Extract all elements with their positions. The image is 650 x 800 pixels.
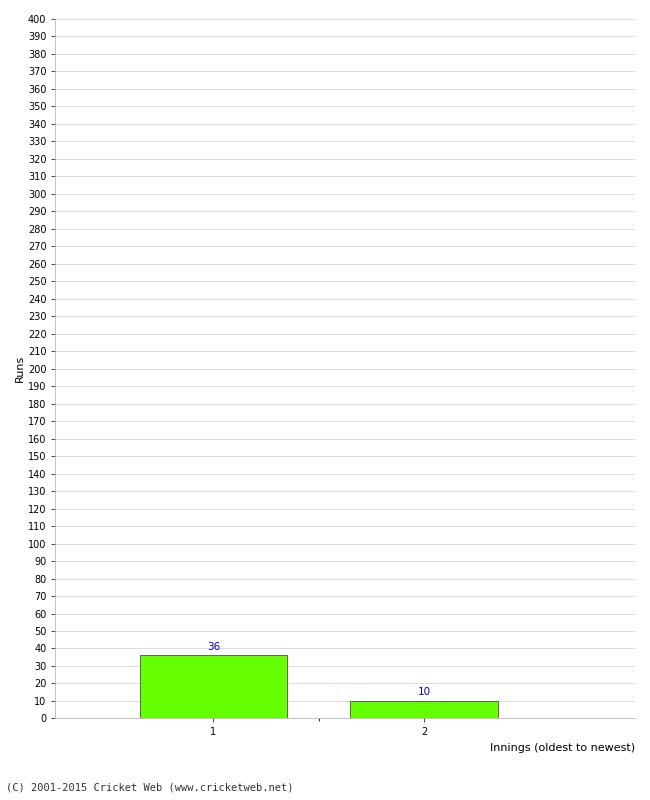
Bar — [350, 701, 498, 718]
Bar — [140, 655, 287, 718]
Text: 10: 10 — [418, 687, 431, 698]
Text: 36: 36 — [207, 642, 220, 652]
X-axis label: Innings (oldest to newest): Innings (oldest to newest) — [490, 743, 635, 753]
Y-axis label: Runs: Runs — [15, 355, 25, 382]
Text: (C) 2001-2015 Cricket Web (www.cricketweb.net): (C) 2001-2015 Cricket Web (www.cricketwe… — [6, 782, 294, 792]
